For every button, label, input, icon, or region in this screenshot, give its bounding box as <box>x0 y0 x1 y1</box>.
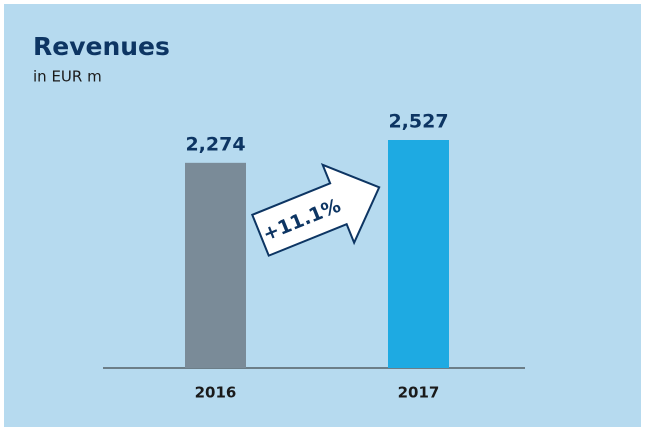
value-label: 2,274 <box>185 133 245 155</box>
bar <box>185 162 246 368</box>
bar <box>388 140 449 368</box>
chart-title: Revenues <box>33 32 170 61</box>
value-label: 2,527 <box>388 111 448 133</box>
chart-subtitle: in EUR m <box>33 68 102 86</box>
x-tick-label: 2016 <box>195 384 237 402</box>
arrow-shape <box>250 163 381 257</box>
x-tick-label: 2017 <box>398 384 440 402</box>
